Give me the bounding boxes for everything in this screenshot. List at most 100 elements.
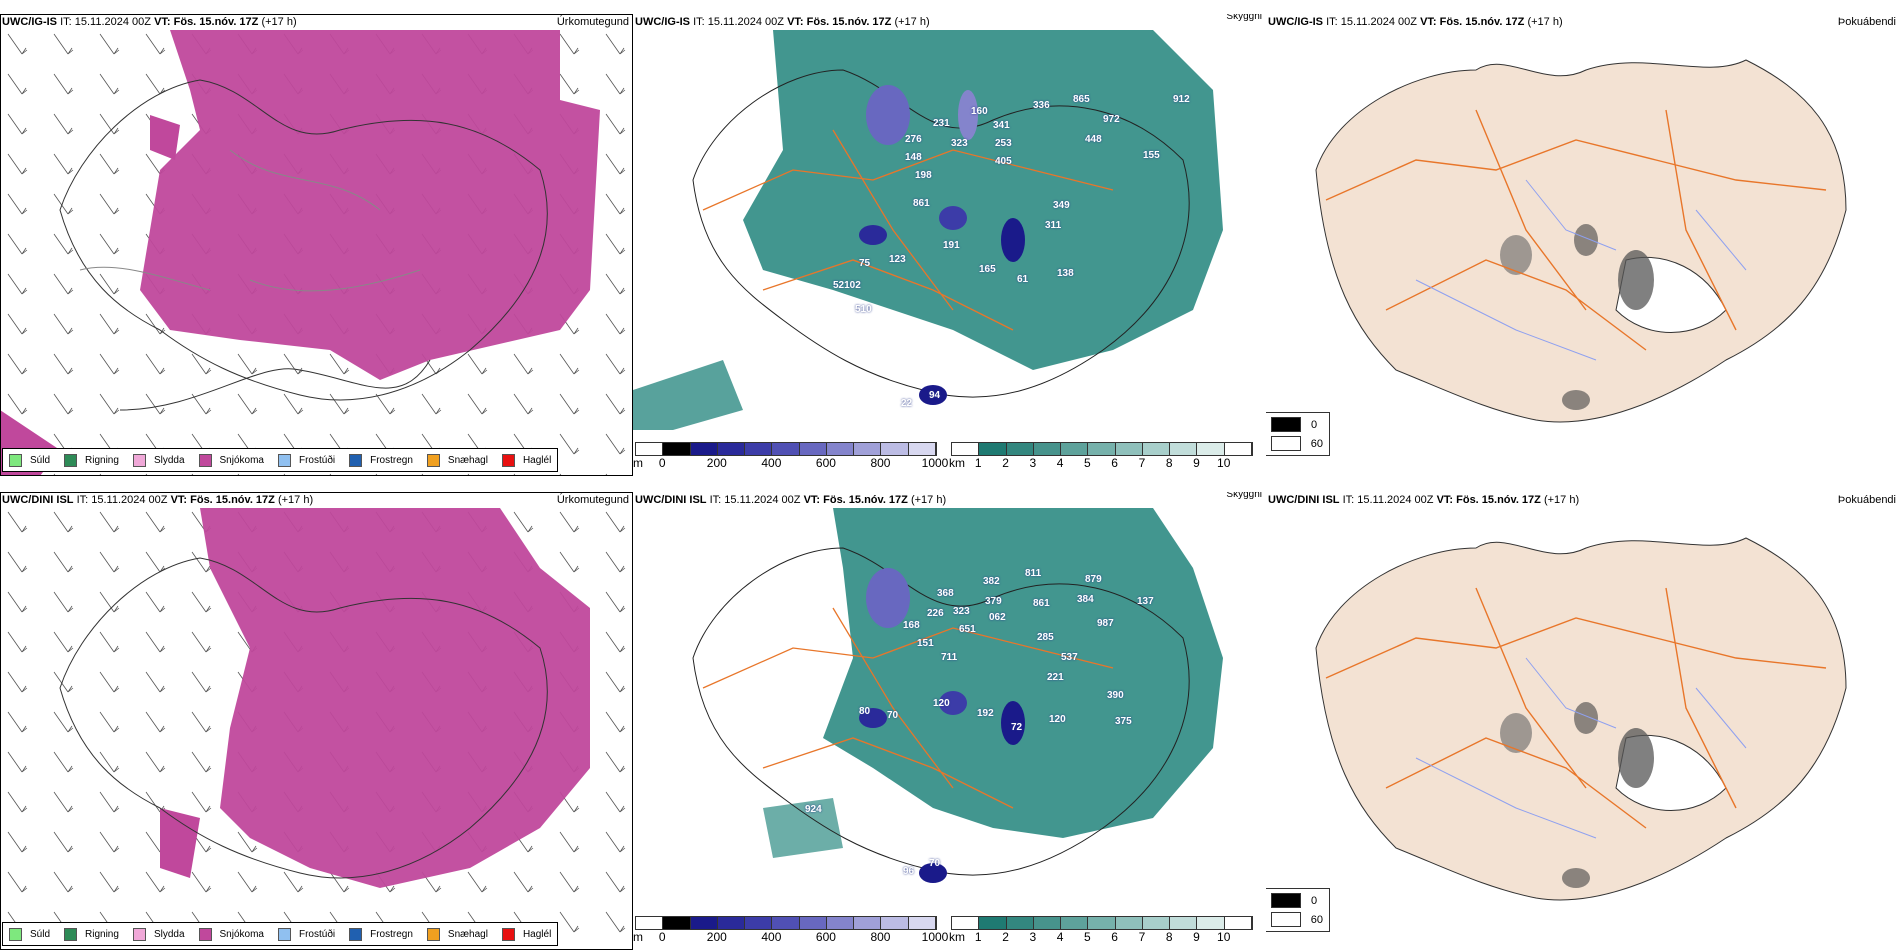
panel-title: UWC/IG-IS IT: 15.11.2024 00Z VT: Fös. 15… (2, 16, 297, 28)
colorbar-cell (745, 443, 773, 455)
legend-item: Frostregn (349, 453, 413, 467)
visibility-value-label: 987 (1097, 618, 1114, 629)
visibility-value-label: 123 (889, 254, 906, 265)
cloudbase-colorbar: m 0 200 400 600 800 1000 (633, 916, 948, 944)
visibility-value-label: 879 (1085, 574, 1102, 585)
colorbar-tick-label: 1 (974, 456, 982, 470)
visibility-panel-row2: UWC/DINI ISL IT: 15.11.2024 00Z VT: Fös.… (633, 492, 1266, 950)
colorbar-tick-label: 400 (761, 456, 782, 470)
colorbar-cell (952, 443, 980, 455)
visibility-value-label: 510 (855, 304, 872, 315)
visibility-value-label: 341 (993, 120, 1010, 131)
visibility-value-label: 311 (1045, 220, 1062, 231)
visibility-value-label: 61 (1017, 274, 1029, 285)
legend-item: Frostregn (349, 927, 413, 941)
colorbar-cell (1061, 443, 1089, 455)
legend-item: Rigning (64, 453, 119, 467)
colorbar-cell (1006, 917, 1034, 929)
visibility-value-label: 155 (1143, 150, 1160, 161)
colorbar-tick-label: 4 (1056, 930, 1064, 944)
visibility-value-label: 120 (933, 698, 950, 709)
visibility-value-label: 861 (913, 198, 930, 209)
colorbar-tick-label: 5 (1084, 930, 1091, 944)
colorbar-tick-label: 10 (1217, 930, 1231, 944)
visibility-value-label: 448 (1085, 134, 1102, 145)
legend-item: 60 (1271, 436, 1323, 451)
colorbar-tick-label: 9 (1193, 930, 1200, 944)
colorbar-tick-label: 10 (1217, 456, 1231, 470)
colorbar-tick-label: 2 (1002, 930, 1009, 944)
visibility-value-label: 537 (1061, 652, 1078, 663)
legend-item: Slydda (132, 927, 185, 941)
colorbar-cell (636, 917, 664, 929)
colorbar-cell (881, 917, 909, 929)
colorbar-tick-label: 5 (1084, 456, 1091, 470)
colorbar-tick-label: 2 (1002, 456, 1009, 470)
visibility-value-label: 75 (859, 258, 871, 269)
precip-type-panel-row2: UWC/DINI ISL IT: 15.11.2024 00Z VT: Fös.… (0, 492, 633, 950)
visibility-colorbar: km 1 2 3 4 5 6 7 8 9 10 (949, 442, 1266, 470)
visibility-value-label: 375 (1115, 716, 1132, 727)
colorbar-tick-label: 600 (815, 456, 836, 470)
visibility-value-label: 94 (929, 390, 941, 401)
colorbar-cell (1061, 917, 1089, 929)
colorbar-cell (826, 917, 855, 929)
visibility-value-label: 151 (917, 638, 934, 649)
colorbar-tick-label: 1000 (921, 930, 949, 944)
precip-type-legend: Súld Rigning Slydda Snjókoma Frostúði Fr… (2, 922, 559, 946)
colorbar-cell (854, 443, 882, 455)
colorbar-tick-label: 800 (870, 930, 891, 944)
visibility-value-label: 70 (929, 858, 941, 869)
legend-item: Frostúði (277, 453, 335, 467)
colorbar-cell (1115, 917, 1143, 929)
visibility-value-label: 138 (1057, 268, 1074, 279)
colorbar-tick-label: 800 (870, 456, 891, 470)
legend-item: Snæhagl (426, 927, 488, 941)
cloudbase-colorbar: m 0 200 400 600 800 1000 (633, 442, 948, 470)
visibility-value-label: 221 (1047, 672, 1064, 683)
visibility-value-label: 285 (1037, 632, 1054, 643)
legend-item: Slydda (132, 453, 185, 467)
legend-item: Snjókoma (198, 927, 264, 941)
visibility-value-label: 148 (905, 152, 922, 163)
colorbar-cell (1197, 443, 1225, 455)
panel-title: UWC/IG-IS IT: 15.11.2024 00Z VT: Fös. 15… (635, 16, 930, 28)
fog-legend: 0 60 (1266, 412, 1330, 456)
colorbar-cell (1224, 443, 1252, 455)
fog-panel-row1: UWC/IG-IS IT: 15.11.2024 00Z VT: Fös. 15… (1266, 14, 1900, 476)
colorbar-cell (1033, 917, 1062, 929)
colorbar-tick-label: 0 (658, 930, 666, 944)
panel-title: UWC/DINI ISL IT: 15.11.2024 00Z VT: Fös.… (1268, 494, 1580, 506)
legend-item: Snjókoma (198, 453, 264, 467)
legend-item: Súld (9, 927, 50, 941)
precip-type-map (0, 30, 633, 476)
visibility-value-label: 382 (983, 576, 1000, 587)
visibility-value-label: 168 (903, 620, 920, 631)
colorbar-tick-label: 6 (1111, 456, 1118, 470)
fog-map (1315, 59, 1847, 423)
visibility-value-label: 062 (989, 612, 1006, 623)
colorbar-tick-label: 6 (1111, 930, 1118, 944)
colorbar-cell (1006, 443, 1034, 455)
visibility-value-label: 165 (979, 264, 996, 275)
colorbar-cell (663, 443, 691, 455)
visibility-map (692, 508, 1223, 883)
visibility-value-label: 198 (915, 170, 932, 181)
visibility-value-label: 711 (941, 652, 958, 663)
colorbar-cell (1088, 917, 1116, 929)
colorbar-cell (1115, 443, 1143, 455)
colorbar-tick-label: 8 (1165, 930, 1173, 944)
colorbar-cell (881, 443, 909, 455)
colorbar-tick-label: 4 (1056, 456, 1064, 470)
colorbar-cell (1170, 443, 1198, 455)
visibility-value-label: 72 (1011, 722, 1023, 733)
visibility-value-label: 226 (927, 608, 944, 619)
colorbar-tick-label: 3 (1029, 456, 1037, 470)
colorbar-tick-label: 400 (761, 930, 782, 944)
colorbar-tick-label: 200 (706, 930, 727, 944)
colorbar-cell (1088, 443, 1116, 455)
legend-item: Haglél (501, 453, 551, 467)
colorbar-cell (1142, 917, 1171, 929)
colorbar-cell (826, 443, 855, 455)
visibility-value-label: 276 (905, 134, 922, 145)
